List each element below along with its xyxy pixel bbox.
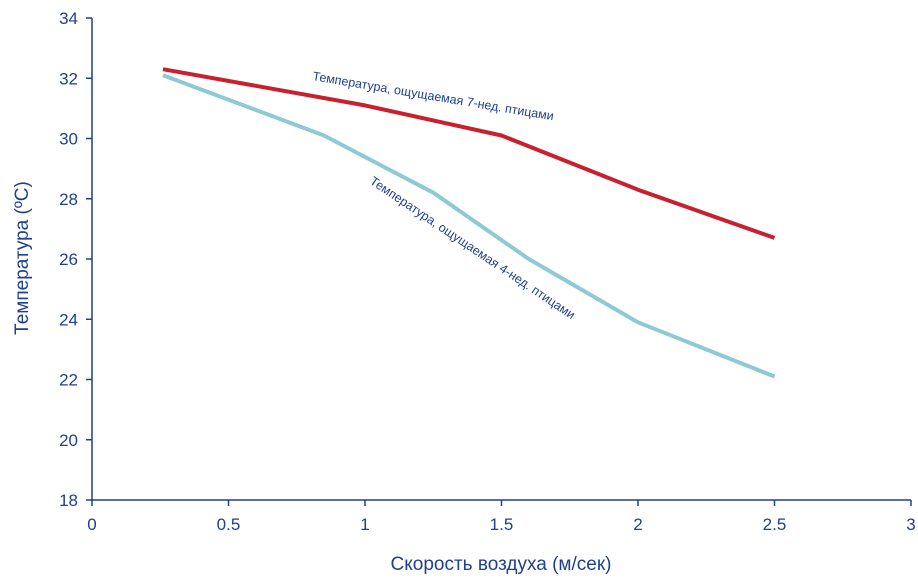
y-tick-label: 22: [59, 371, 78, 390]
x-tick-label: 2.5: [763, 515, 787, 534]
y-axis-title: Температура (ºC): [12, 181, 33, 335]
series-line-4-week: [162, 73, 776, 379]
plot-area: 18 20 22 24 26 28 30 32 34 0 0.5 1 1.5 2 2.5 3: [59, 9, 916, 534]
x-tick-label: 3: [906, 515, 915, 534]
x-tick-label: 0: [87, 515, 96, 534]
x-tick-label: 2: [633, 515, 642, 534]
x-tick-label: 1.5: [490, 515, 514, 534]
series-line-7-week: [162, 67, 776, 240]
y-tick-label: 34: [59, 9, 78, 28]
x-tick-label: 1: [360, 515, 369, 534]
y-tick-label: 32: [59, 69, 78, 88]
y-tick-label: 20: [59, 431, 78, 450]
series-label-4-week: Температура, ощущаемая 4-нед. птицами: [367, 174, 577, 322]
series-label-7-week: Температура, ощущаемая 7-нед. птицами: [312, 69, 555, 123]
y-tick-label: 26: [59, 250, 78, 269]
x-axis-title: Скорость воздуха (м/сек): [391, 554, 612, 575]
y-tick-label: 30: [59, 130, 78, 149]
x-tick-label: 0.5: [217, 515, 241, 534]
y-tick-label: 24: [59, 310, 78, 329]
y-tick-label: 28: [59, 190, 78, 209]
y-tick-label: 18: [59, 491, 78, 510]
